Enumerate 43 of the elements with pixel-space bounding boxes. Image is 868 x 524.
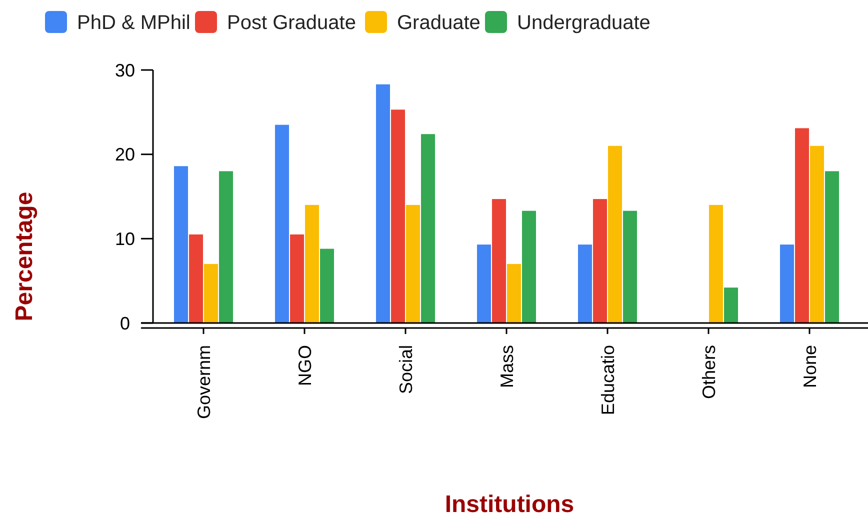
bar <box>810 146 824 323</box>
bar <box>507 264 521 323</box>
bar <box>320 248 334 323</box>
bar <box>189 234 203 323</box>
bar <box>174 166 188 323</box>
bar <box>709 204 723 323</box>
x-tick-label: Social <box>396 345 416 394</box>
x-axis-title: Institutions <box>444 491 574 518</box>
bar <box>421 134 435 323</box>
legend-label: Undergraduate <box>517 12 650 34</box>
bar <box>623 210 637 323</box>
bar <box>477 244 491 323</box>
bar <box>305 204 319 323</box>
x-tick-label: Governm <box>194 345 214 420</box>
bar <box>290 234 304 323</box>
x-tick-label: Mass <box>496 345 517 388</box>
x-tick-label: Educatio <box>598 345 618 416</box>
y-tick-label: 0 <box>120 313 130 334</box>
bar <box>406 204 420 323</box>
bar <box>391 110 405 323</box>
bar <box>578 244 592 323</box>
bar <box>219 171 233 323</box>
y-axis-title: Percentage <box>11 192 38 322</box>
bar <box>724 288 738 323</box>
bar <box>608 146 622 323</box>
bar <box>275 124 289 323</box>
y-tick-label: 30 <box>114 60 136 80</box>
bar <box>795 128 809 323</box>
x-tick-label: Others <box>698 345 719 400</box>
x-tick-label: None <box>800 345 820 388</box>
bar <box>522 210 536 323</box>
bar <box>780 244 794 323</box>
x-tick-label: NGO <box>294 345 315 386</box>
bar <box>593 199 607 323</box>
bar <box>376 84 390 323</box>
legend-label: Post Graduate <box>227 12 356 34</box>
y-tick-label: 20 <box>114 144 136 165</box>
bar <box>204 264 218 323</box>
legend-label: PhD & MPhil <box>77 12 190 34</box>
y-tick-label: 10 <box>114 228 136 249</box>
bar <box>492 199 506 323</box>
legend-label: Graduate <box>397 12 480 34</box>
bar <box>825 171 839 323</box>
